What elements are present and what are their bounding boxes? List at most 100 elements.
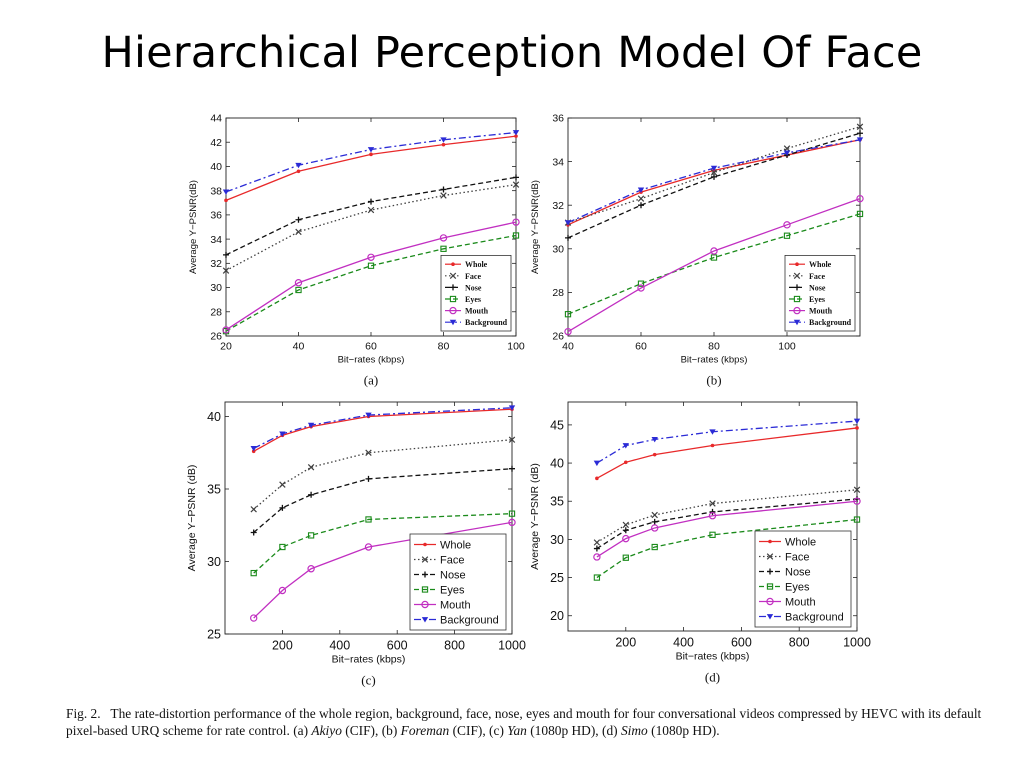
y-tick-label: 25 <box>550 571 564 585</box>
series-whole-point <box>514 134 518 138</box>
chart-panel-b: 40 60 80 100 26 28 30 32 34 36 Bit−rates (kbps) Ave… <box>526 108 871 393</box>
series-background <box>250 405 516 452</box>
series-face <box>250 436 516 513</box>
chart-svg: 20 40 60 80 100 26 28 30 32 34 36 38 40 42 44 Bit−rates… <box>188 113 525 388</box>
series-face-point <box>710 169 718 176</box>
series-whole-point <box>710 443 715 448</box>
series-nose-line <box>567 132 861 239</box>
series-background-point <box>307 422 315 429</box>
legend-nose-point <box>794 284 800 291</box>
series-nose-point <box>308 491 315 498</box>
legend-label: Mouth <box>440 600 471 612</box>
series-mouth-point <box>307 565 315 573</box>
series-mouth-point <box>710 247 718 255</box>
series-nose-point <box>440 186 447 193</box>
legend-mouth-point <box>421 600 429 609</box>
y-tick-label: 32 <box>552 200 564 212</box>
series-eyes-point <box>651 543 658 551</box>
series-eyes-point <box>564 311 572 318</box>
x-tick-label: 800 <box>789 636 810 650</box>
series-face-line <box>253 439 513 510</box>
series-mouth-point <box>364 543 373 551</box>
series-face-point <box>853 486 861 494</box>
series-background-point <box>222 189 230 195</box>
y-tick-label: 30 <box>207 555 221 569</box>
series-background-point <box>651 437 658 443</box>
caption-video-d: Simo <box>620 723 648 738</box>
y-tick-label: 25 <box>207 627 221 641</box>
series-mouth-point <box>650 524 659 532</box>
y-tick-label: 30 <box>550 533 564 547</box>
caption-text: (1080p HD), (d) <box>526 723 621 738</box>
y-axis-label: Average Y−PSNR (dB) <box>529 463 541 570</box>
x-tick-label: 1000 <box>843 636 871 650</box>
series-whole <box>595 426 859 481</box>
series-eyes-point <box>508 510 516 517</box>
legend-mouth-point <box>793 306 801 315</box>
series-eyes-point <box>710 254 718 261</box>
caption-text: (1080p HD). <box>647 723 720 738</box>
series-background-point <box>853 418 861 425</box>
series-whole-point <box>296 169 301 174</box>
x-axis-label: Bit−rates (kbps) <box>338 355 405 366</box>
legend-label: Face <box>809 272 825 281</box>
x-tick-label: 40 <box>562 341 574 353</box>
slide-title: Hierarchical Perception Model Of Face <box>101 28 923 78</box>
legend-label: Whole <box>785 537 816 549</box>
series-nose-point <box>709 508 716 515</box>
series-background-point <box>279 431 286 437</box>
series-nose-point <box>638 202 644 209</box>
chart-svg: 200 400 600 800 1000 20 25 30 35 40 45 Bit−rates (k… <box>529 401 871 685</box>
figure-caption: Fig. 2. The rate-distortion performance … <box>66 705 1002 739</box>
series-eyes-point <box>637 280 645 287</box>
series-mouth-point <box>622 534 630 543</box>
y-tick-label: 36 <box>210 210 222 222</box>
series-eyes-point <box>783 232 791 239</box>
series-mouth-point <box>508 518 516 527</box>
series-face-point <box>279 481 286 488</box>
y-axis-label: Average Y−PSNR(dB) <box>188 180 199 274</box>
series-whole-point <box>855 426 859 430</box>
series-background-point <box>593 460 601 467</box>
series-eyes-point <box>709 531 716 538</box>
legend-label: Whole <box>809 260 832 269</box>
legend-eyes-point <box>421 586 429 593</box>
y-tick-label: 45 <box>550 418 564 432</box>
series-eyes-line <box>253 513 513 574</box>
legend-box <box>440 254 512 332</box>
y-tick-label: 26 <box>210 331 222 343</box>
legend-mouth-point <box>449 306 457 315</box>
y-tick-label: 35 <box>207 482 221 496</box>
x-axis-label: Bit−rates (kbps) <box>676 651 750 663</box>
series-mouth <box>564 194 864 336</box>
series-mouth-point <box>249 614 258 622</box>
legend-eyes-point <box>793 295 801 303</box>
series-eyes-point <box>295 286 302 294</box>
legend-mouth-point <box>766 597 774 606</box>
series-eyes <box>250 510 516 577</box>
y-tick-label: 32 <box>210 258 222 270</box>
x-tick-label: 600 <box>731 636 752 650</box>
series-whole-point <box>224 198 228 203</box>
series-mouth-point <box>367 253 375 261</box>
series-face-point <box>783 145 791 152</box>
y-tick-label: 26 <box>552 331 564 343</box>
panel-label: (b) <box>706 373 721 388</box>
caption-text: (CIF), (c) <box>449 723 508 738</box>
caption-video-b: Foreman <box>400 723 450 738</box>
tick-group: 200 400 600 800 1000 20 25 30 35 40 45 <box>550 402 871 650</box>
series-face-point <box>593 539 601 546</box>
legend: Whole Face Nose Eyes Mouth Background <box>409 533 507 631</box>
series-background-point <box>856 137 864 143</box>
x-tick-label: 400 <box>673 636 694 650</box>
x-tick-label: 80 <box>438 341 450 353</box>
x-tick-label: 200 <box>272 639 293 653</box>
legend-box <box>754 530 852 628</box>
y-tick-label: 20 <box>550 609 564 623</box>
x-tick-label: 60 <box>365 341 377 353</box>
legend-label: Face <box>785 552 809 564</box>
series-mouth-point <box>853 497 861 505</box>
series-whole-point <box>652 452 657 457</box>
y-tick-label: 42 <box>210 137 222 149</box>
series-background-point <box>783 150 791 156</box>
